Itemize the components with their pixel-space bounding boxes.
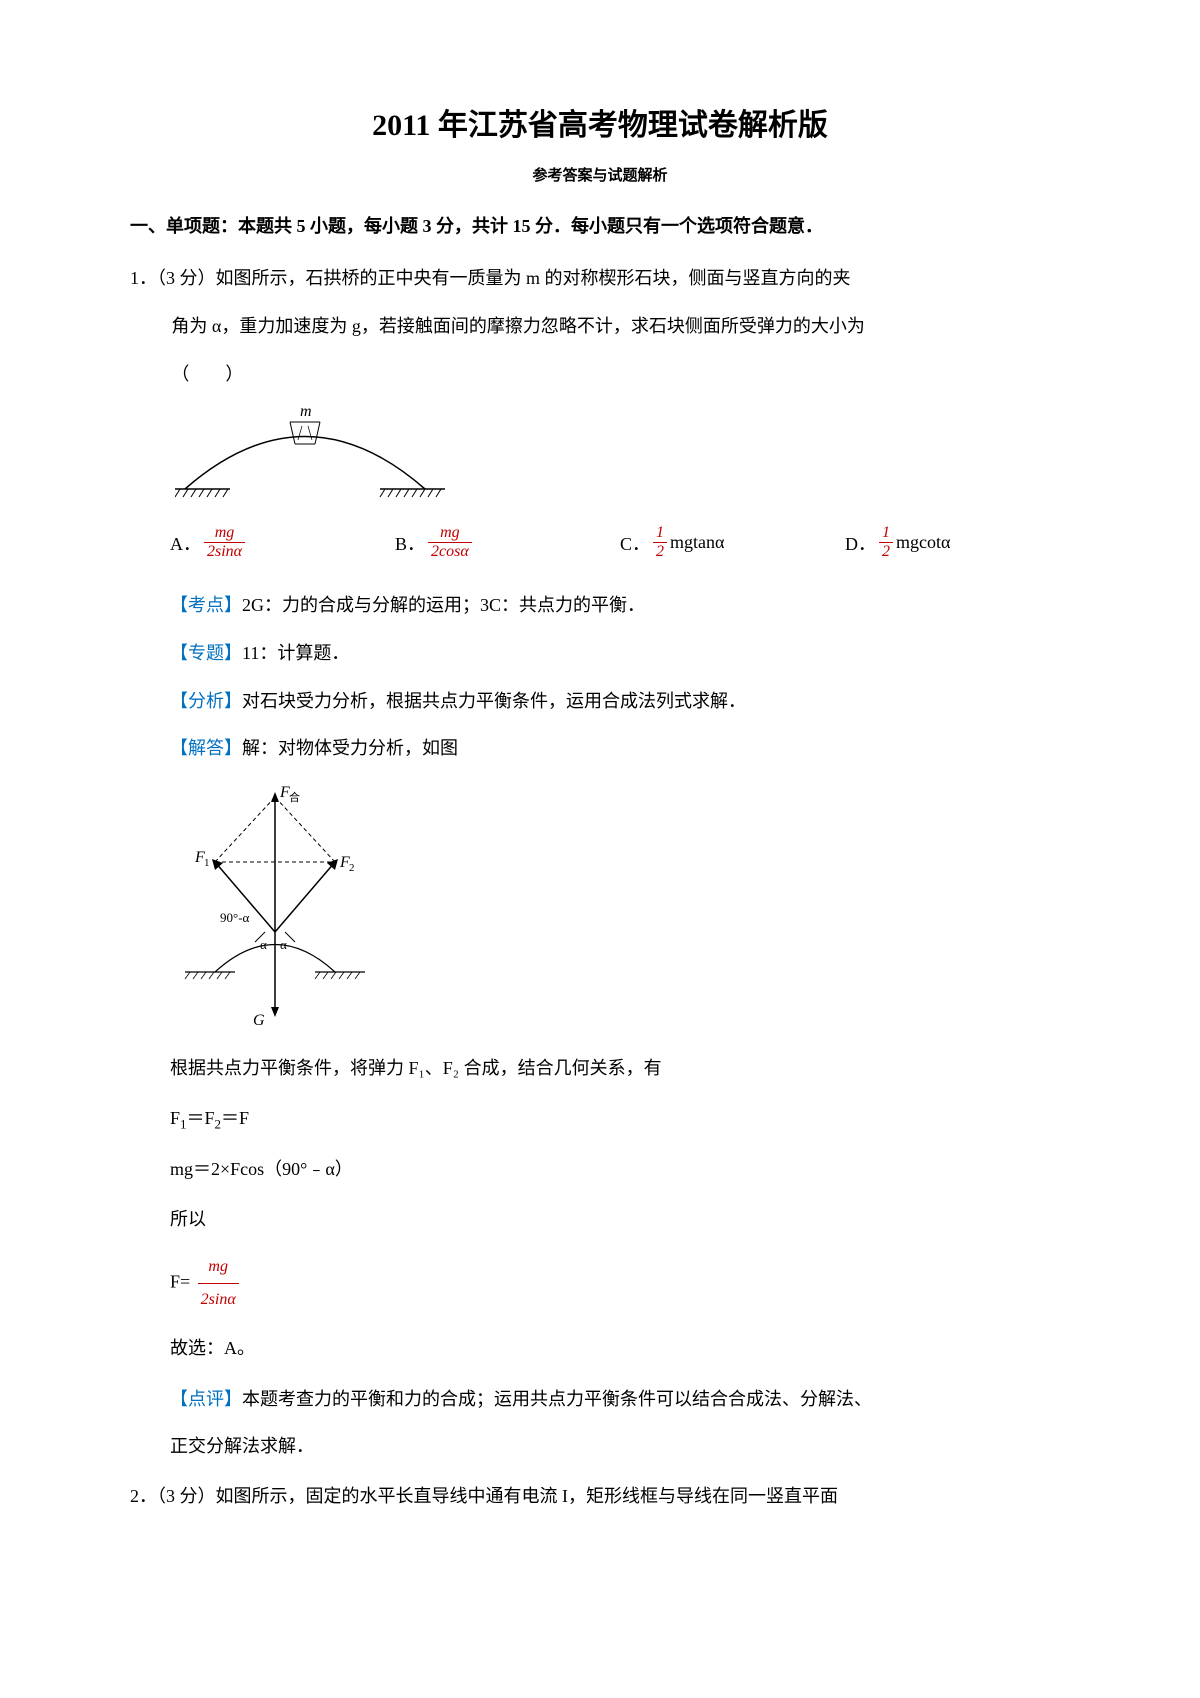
- option-c: C． 1 2 mgtanα: [620, 524, 845, 561]
- option-d-den: 2: [879, 542, 893, 561]
- analysis-line-2: F1＝F2＝F: [130, 1100, 1070, 1138]
- option-c-label: C．: [620, 530, 650, 556]
- option-a-fraction: mg 2sinα: [204, 524, 245, 561]
- option-b-den: 2cosα: [428, 542, 472, 561]
- q1-options: A． mg 2sinα B． mg 2cosα C． 1 2 mgtanα D．…: [130, 524, 1070, 561]
- bridge-label-m: m: [300, 404, 312, 420]
- option-b-label: B．: [395, 530, 425, 556]
- jieda-label: 【解答】: [170, 738, 242, 758]
- force-label-g: G: [253, 1012, 265, 1027]
- force-label-f2-sub: 2: [349, 862, 355, 874]
- fenxi-text: 对石块受力分析，根据共点力平衡条件，运用合成法列式求解．: [242, 691, 746, 711]
- force-figure: F 合 F 1 F 2 G 90°-α α α: [175, 777, 1070, 1032]
- force-label-f1-sub: 1: [204, 857, 210, 869]
- page-title: 2011 年江苏省高考物理试卷解析版: [130, 100, 1070, 144]
- section-header: 一、单项题：本题共 5 小题，每小题 3 分，共计 15 分．每小题只有一个选项…: [130, 210, 1070, 242]
- option-d-tail: mgcotα: [896, 532, 950, 553]
- q2-number: 2．: [130, 1486, 157, 1506]
- q1-number: 1．: [130, 268, 157, 288]
- kaodian-text: 2G：力的合成与分解的运用；3C：共点力的平衡．: [242, 595, 645, 615]
- analysis-line-3: mg＝2×Fcos（90°﹣α）: [130, 1151, 1070, 1187]
- option-b-fraction: mg 2cosα: [428, 524, 472, 561]
- dianping-line-2: 正交分解法求解．: [130, 1428, 1070, 1464]
- jieda-text: 解：对物体受力分析，如图: [242, 738, 458, 758]
- option-c-tail: mgtanα: [670, 532, 724, 553]
- force-label-fh-sub: 合: [289, 790, 300, 804]
- f-eq-den: 2sinα: [198, 1283, 239, 1316]
- option-c-num: 1: [653, 524, 667, 542]
- zhuanti-line: 【专题】11：计算题．: [130, 634, 1070, 674]
- option-d-num: 1: [879, 524, 893, 542]
- bridge-figure: m: [175, 404, 1070, 504]
- analysis-line-4: 所以: [130, 1201, 1070, 1237]
- q1-score: （3 分）: [157, 268, 216, 288]
- f-eq-pre: F=: [170, 1272, 190, 1292]
- f-eq-fraction: mg 2sinα: [198, 1251, 239, 1316]
- f-eq-num: mg: [205, 1251, 231, 1283]
- analysis-line-1: 根据共点力平衡条件，将弹力 F₁、F₂ 合成，结合几何关系，有: [130, 1050, 1070, 1086]
- f1f2-pre: F: [170, 1108, 180, 1128]
- f1f2-end: ＝F: [221, 1108, 249, 1128]
- page-subtitle: 参考答案与试题解析: [130, 164, 1070, 185]
- dianping-label: 【点评】: [170, 1389, 242, 1409]
- option-a-label: A．: [170, 530, 201, 556]
- option-c-den: 2: [653, 542, 667, 561]
- option-d-label: D．: [845, 530, 876, 556]
- q1-line3: （ ）: [130, 356, 1070, 392]
- dianping-text: 本题考查力的平衡和力的合成；运用共点力平衡条件可以结合合成法、分解法、: [242, 1389, 872, 1409]
- q2-score: （3 分）: [157, 1486, 216, 1506]
- option-b: B． mg 2cosα: [395, 524, 620, 561]
- option-a-den: 2sinα: [204, 542, 245, 561]
- q1-line1: 如图所示，石拱桥的正中央有一质量为 m 的对称楔形石块，侧面与竖直方向的夹: [216, 268, 851, 288]
- option-a: A． mg 2sinα: [170, 524, 395, 561]
- jieda-line: 【解答】解：对物体受力分析，如图: [130, 729, 1070, 769]
- zhuanti-text: 11：计算题．: [242, 643, 349, 663]
- fenxi-label: 【分析】: [170, 691, 242, 711]
- kaodian-line: 【考点】2G：力的合成与分解的运用；3C：共点力的平衡．: [130, 586, 1070, 626]
- q1-line2: 角为 α，重力加速度为 g，若接触面间的摩擦力忽略不计，求石块侧面所受弹力的大小…: [130, 308, 1070, 344]
- analysis-line-5: F= mg 2sinα: [130, 1251, 1070, 1316]
- option-c-fraction: 1 2: [653, 524, 667, 561]
- option-d-fraction: 1 2: [879, 524, 893, 561]
- dianping-line: 【点评】本题考查力的平衡和力的合成；运用共点力平衡条件可以结合合成法、分解法、: [130, 1380, 1070, 1420]
- q1-stem: 1．（3 分）如图所示，石拱桥的正中央有一质量为 m 的对称楔形石块，侧面与竖直…: [130, 260, 1070, 296]
- analysis-line-6: 故选：A。: [130, 1330, 1070, 1366]
- force-angle-label: 90°-α: [220, 910, 250, 925]
- option-a-num: mg: [212, 524, 238, 542]
- zhuanti-label: 【专题】: [170, 643, 242, 663]
- f1f2-mid: ＝F: [187, 1108, 215, 1128]
- q2-stem: 2．（3 分）如图所示，固定的水平长直导线中通有电流 I，矩形线框与导线在同一竖…: [130, 1478, 1070, 1514]
- kaodian-label: 【考点】: [170, 595, 242, 615]
- fenxi-line: 【分析】对石块受力分析，根据共点力平衡条件，运用合成法列式求解．: [130, 682, 1070, 722]
- q2-text: 如图所示，固定的水平长直导线中通有电流 I，矩形线框与导线在同一竖直平面: [216, 1486, 839, 1506]
- option-d: D． 1 2 mgcotα: [845, 524, 1070, 561]
- option-b-num: mg: [437, 524, 463, 542]
